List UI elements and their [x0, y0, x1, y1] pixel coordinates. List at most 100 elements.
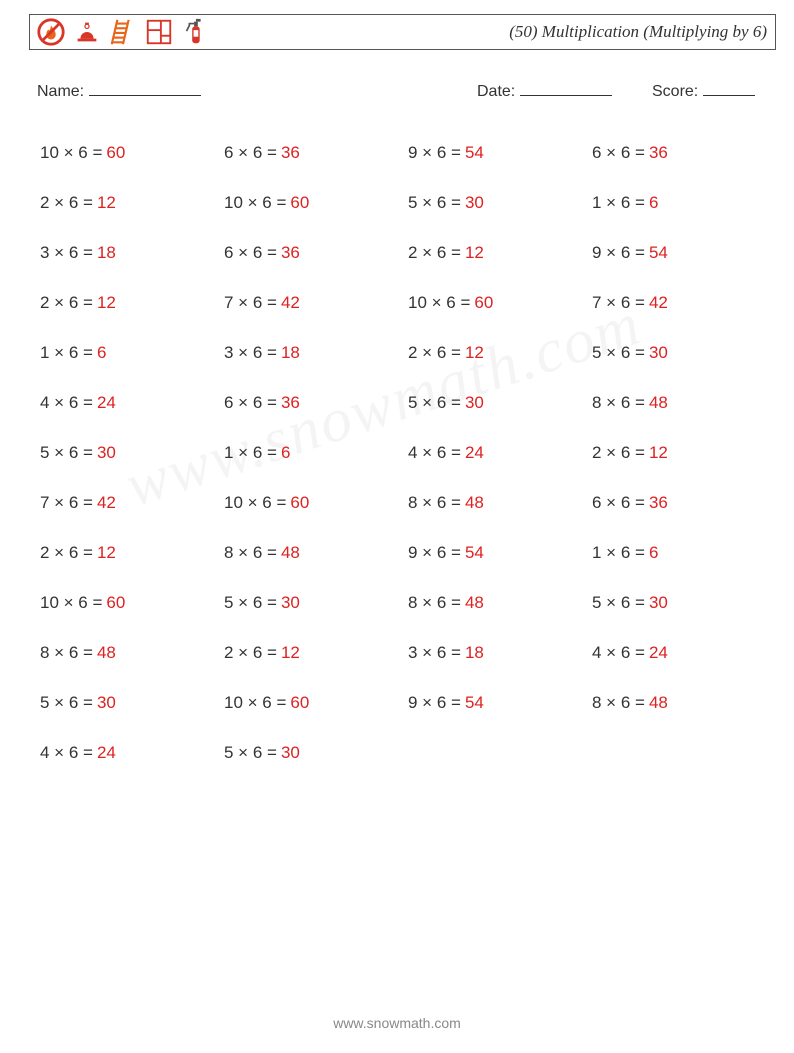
problem-cell: 6 × 6 =36 [224, 228, 408, 278]
problem-cell: 10 × 6 =60 [408, 278, 592, 328]
problem-question: 2 × 6 = [40, 193, 93, 213]
problem-cell: 8 × 6 =48 [592, 678, 776, 728]
problem-answer: 60 [290, 193, 309, 213]
problem-cell: 4 × 6 =24 [408, 428, 592, 478]
problem-answer: 12 [97, 293, 116, 313]
problem-cell: 2 × 6 =12 [408, 228, 592, 278]
problem-cell: 6 × 6 =36 [224, 378, 408, 428]
problem-question: 4 × 6 = [592, 643, 645, 663]
ladder-icon [108, 17, 138, 47]
problem-answer: 24 [97, 393, 116, 413]
problem-cell: 6 × 6 =36 [592, 478, 776, 528]
extinguisher-icon [180, 17, 210, 47]
problem-question: 4 × 6 = [408, 443, 461, 463]
problem-question: 8 × 6 = [224, 543, 277, 563]
problem-cell: 5 × 6 =30 [224, 728, 408, 778]
problem-cell: 5 × 6 =30 [40, 678, 224, 728]
problem-question: 10 × 6 = [224, 193, 286, 213]
problem-question: 8 × 6 = [592, 393, 645, 413]
problem-cell: 9 × 6 =54 [408, 528, 592, 578]
problem-answer: 6 [649, 193, 658, 213]
problem-cell: 8 × 6 =48 [592, 378, 776, 428]
problem-answer: 18 [97, 243, 116, 263]
problem-answer: 30 [649, 343, 668, 363]
date-label: Date: [477, 83, 515, 100]
problem-question: 1 × 6 = [40, 343, 93, 363]
score-field: Score: [652, 82, 755, 106]
problem-cell: 5 × 6 =30 [592, 578, 776, 628]
problem-question: 8 × 6 = [408, 593, 461, 613]
problem-question: 3 × 6 = [224, 343, 277, 363]
problem-answer: 30 [97, 693, 116, 713]
problem-answer: 60 [290, 493, 309, 513]
problem-cell: 1 × 6 =6 [592, 178, 776, 228]
problem-answer: 12 [649, 443, 668, 463]
problem-answer: 12 [97, 543, 116, 563]
problem-question: 7 × 6 = [592, 293, 645, 313]
problem-question: 4 × 6 = [40, 743, 93, 763]
problem-question: 10 × 6 = [40, 593, 102, 613]
date-field: Date: [477, 82, 652, 106]
alarm-bell-icon [72, 17, 102, 47]
problem-answer: 6 [281, 443, 290, 463]
problem-cell: 1 × 6 =6 [592, 528, 776, 578]
problem-cell: 3 × 6 =18 [408, 628, 592, 678]
problem-cell: 8 × 6 =48 [408, 478, 592, 528]
problem-cell: 6 × 6 =36 [592, 128, 776, 178]
problem-answer: 48 [465, 493, 484, 513]
name-field: Name: [37, 82, 477, 106]
problem-cell: 8 × 6 =48 [224, 528, 408, 578]
date-underline [520, 82, 612, 96]
problem-cell: 2 × 6 =12 [40, 528, 224, 578]
problem-question: 2 × 6 = [224, 643, 277, 663]
problem-answer: 54 [649, 243, 668, 263]
no-fire-icon [36, 17, 66, 47]
problem-cell: 5 × 6 =30 [40, 428, 224, 478]
meta-row: Name: Date: Score: [37, 82, 770, 106]
problem-cell: 4 × 6 =24 [592, 628, 776, 678]
problem-question: 6 × 6 = [224, 143, 277, 163]
floor-plan-icon [144, 17, 174, 47]
problem-cell: 8 × 6 =48 [408, 578, 592, 628]
problem-cell: 7 × 6 =42 [592, 278, 776, 328]
problem-cell: 10 × 6 =60 [224, 178, 408, 228]
problem-question: 6 × 6 = [592, 143, 645, 163]
problem-question: 2 × 6 = [592, 443, 645, 463]
problem-cell: 10 × 6 =60 [40, 578, 224, 628]
problem-answer: 48 [465, 593, 484, 613]
problem-cell: 9 × 6 =54 [408, 128, 592, 178]
name-underline [89, 82, 201, 96]
problem-cell: 2 × 6 =12 [40, 178, 224, 228]
problem-question: 10 × 6 = [224, 693, 286, 713]
problem-cell: 6 × 6 =36 [224, 128, 408, 178]
problem-question: 9 × 6 = [408, 543, 461, 563]
problem-question: 6 × 6 = [592, 493, 645, 513]
problem-cell: 9 × 6 =54 [592, 228, 776, 278]
problem-answer: 54 [465, 693, 484, 713]
problem-answer: 30 [97, 443, 116, 463]
problem-question: 5 × 6 = [592, 593, 645, 613]
problem-question: 8 × 6 = [408, 493, 461, 513]
problem-question: 1 × 6 = [592, 193, 645, 213]
problem-question: 5 × 6 = [224, 593, 277, 613]
problem-answer: 24 [649, 643, 668, 663]
problem-question: 1 × 6 = [592, 543, 645, 563]
problem-cell: 5 × 6 =30 [408, 178, 592, 228]
problem-answer: 36 [281, 143, 300, 163]
header-icons [36, 17, 210, 47]
problem-question: 10 × 6 = [40, 143, 102, 163]
problem-question: 5 × 6 = [408, 193, 461, 213]
problem-answer: 30 [465, 193, 484, 213]
problem-question: 2 × 6 = [408, 343, 461, 363]
problem-question: 8 × 6 = [592, 693, 645, 713]
problem-cell: 3 × 6 =18 [224, 328, 408, 378]
problem-question: 3 × 6 = [408, 643, 461, 663]
problem-cell: 5 × 6 =30 [224, 578, 408, 628]
problem-answer: 60 [290, 693, 309, 713]
problem-answer: 24 [465, 443, 484, 463]
problem-answer: 24 [97, 743, 116, 763]
name-label: Name: [37, 83, 84, 100]
header-box: (50) Multiplication (Multiplying by 6) [29, 14, 776, 50]
score-label: Score: [652, 83, 698, 100]
problem-answer: 30 [465, 393, 484, 413]
